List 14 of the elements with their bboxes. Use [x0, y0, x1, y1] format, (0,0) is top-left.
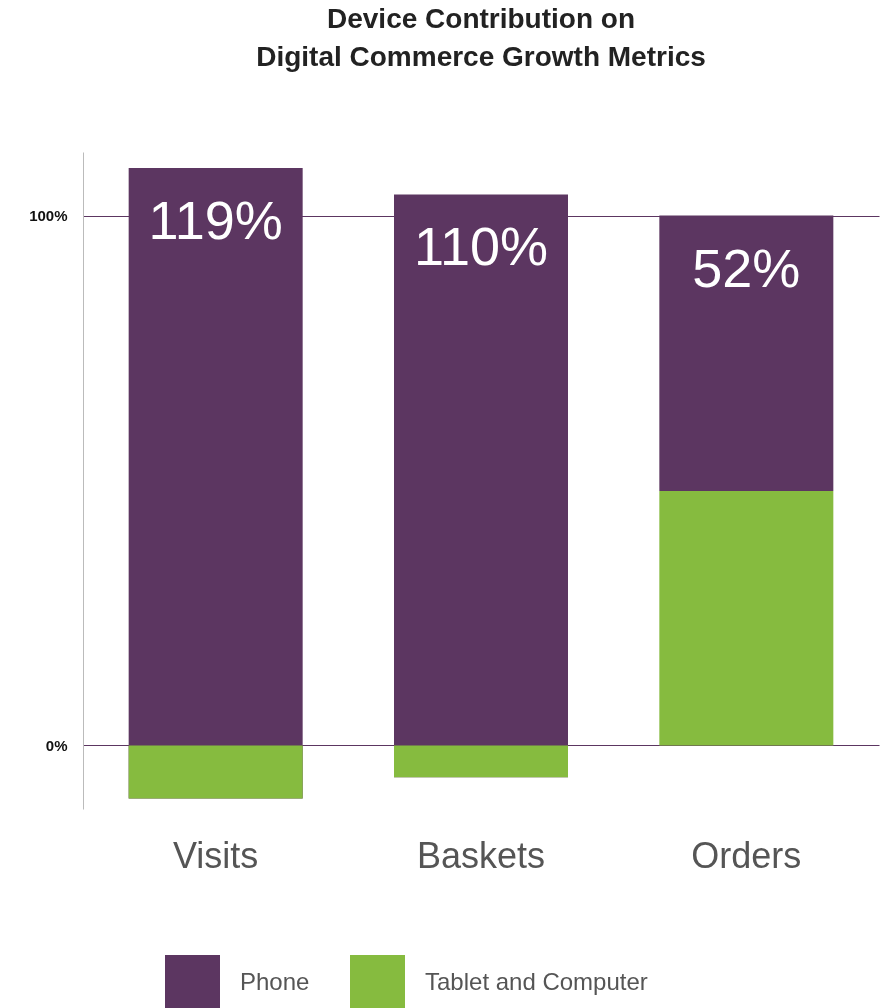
y-tick-label: 0%: [45, 736, 68, 754]
x-tick-label: Visits: [172, 834, 259, 876]
bar: [128, 745, 303, 799]
x-tick-label: Baskets: [416, 834, 546, 876]
bar: [394, 745, 568, 778]
chart-title: Device Contribution on Digital Commerce Growth Metrics: [256, 3, 706, 72]
bar: [659, 491, 834, 746]
data-label: 52%: [692, 237, 801, 298]
legend-label: Tablet and Computer: [425, 967, 648, 995]
legend-label: Phone: [240, 967, 310, 995]
data-label: 110%: [413, 216, 549, 277]
data-label: 119%: [148, 189, 283, 250]
y-tick-label: 100%: [29, 207, 68, 225]
x-tick-label: Orders: [691, 834, 802, 876]
